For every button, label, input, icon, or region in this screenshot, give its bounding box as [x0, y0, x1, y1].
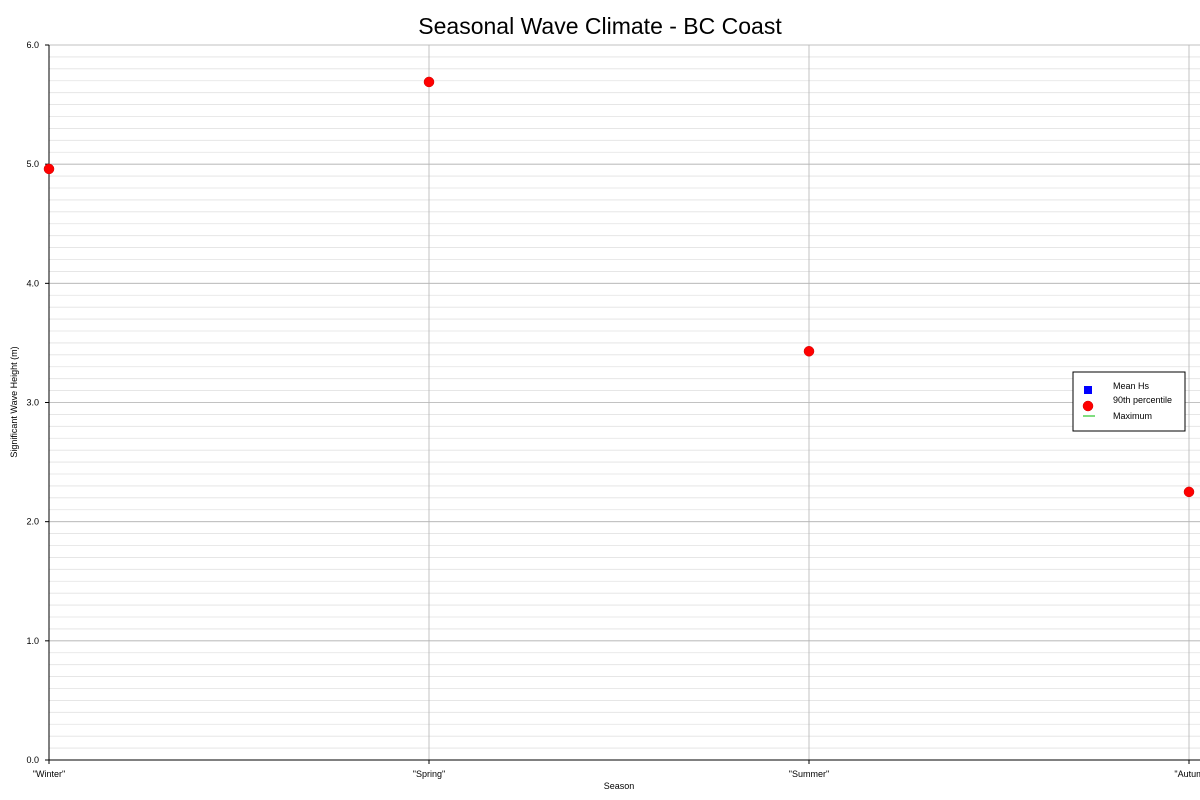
data-point-90th-percentile: [1183, 486, 1195, 498]
legend-box: [1072, 371, 1186, 432]
y-tick-label: 2.0: [26, 517, 39, 527]
y-tick-label: 6.0: [26, 40, 39, 50]
legend: Mean Hs 90th percentile Maximum: [1072, 371, 1186, 432]
x-axis-label: Season: [604, 781, 635, 791]
y-tick-label: 3.0: [26, 398, 39, 408]
grid: [49, 44, 1200, 761]
y-tick-label: 5.0: [26, 159, 39, 169]
y-tick-label: 0.0: [26, 755, 39, 765]
chart-title: Seasonal Wave Climate - BC Coast: [418, 13, 782, 39]
x-tick-label: "Autum: [1174, 769, 1200, 779]
y-axis-label: Significant Wave Height (m): [9, 346, 19, 457]
x-tick-label: "Spring": [413, 769, 445, 779]
data-point-90th-percentile: [43, 163, 55, 175]
legend-label-mean-hs: Mean Hs: [1113, 381, 1150, 391]
legend-label-maximum: Maximum: [1113, 411, 1152, 421]
x-tick-label: "Winter": [33, 769, 65, 779]
data-points: [43, 76, 1195, 498]
legend-marker-90th-percentile: [1082, 400, 1094, 412]
legend-label-90th-percentile: 90th percentile: [1113, 395, 1172, 405]
data-point-90th-percentile: [423, 76, 435, 88]
y-tick-label: 4.0: [26, 278, 39, 288]
y-tick-labels: 0.0 1.0 2.0 3.0 4.0 5.0 6.0: [26, 40, 49, 765]
y-tick-label: 1.0: [26, 636, 39, 646]
x-tick-label: "Summer": [789, 769, 829, 779]
x-tick-labels: "Winter" "Spring" "Summer" "Autum: [33, 760, 1200, 779]
legend-marker-mean-hs: [1084, 386, 1092, 394]
data-point-90th-percentile: [803, 346, 815, 357]
